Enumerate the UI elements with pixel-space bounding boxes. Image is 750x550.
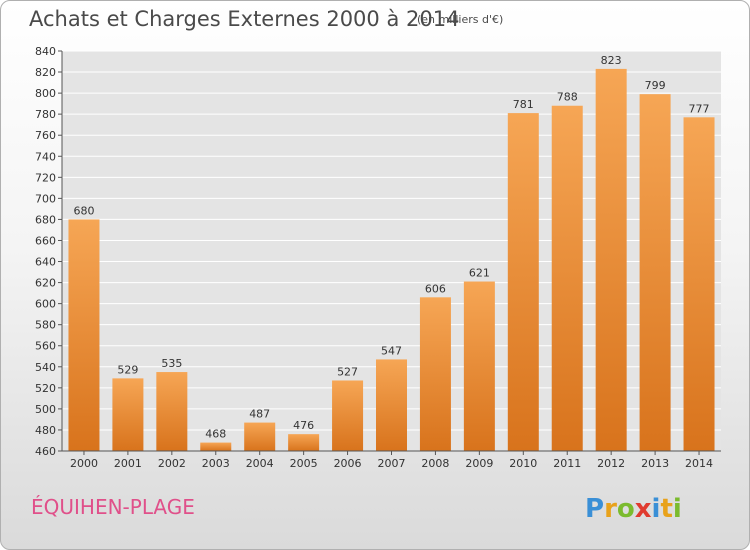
y-tick-label: 620 xyxy=(35,277,56,290)
y-tick-label: 740 xyxy=(35,150,56,163)
data-label: 535 xyxy=(161,357,182,370)
bar xyxy=(244,422,276,451)
x-tick-label: 2008 xyxy=(421,457,449,470)
bar xyxy=(156,372,188,451)
data-label: 547 xyxy=(381,344,402,357)
y-tick-label: 840 xyxy=(35,45,56,58)
data-label: 529 xyxy=(117,363,138,376)
bar xyxy=(595,68,627,451)
data-label: 606 xyxy=(425,282,446,295)
bar xyxy=(507,113,539,452)
bar xyxy=(419,297,451,451)
bar xyxy=(551,105,583,451)
x-tick-label: 2003 xyxy=(202,457,230,470)
data-label: 468 xyxy=(205,428,226,441)
data-label: 680 xyxy=(73,204,94,217)
x-tick-label: 2012 xyxy=(597,457,625,470)
x-axis: 2000 2001 2002 2003 2004 2005 2006 2007 2008 2009… xyxy=(62,450,721,470)
x-tick-label: 2009 xyxy=(465,457,493,470)
bar xyxy=(683,117,715,451)
x-tick-label: 2004 xyxy=(246,457,274,470)
x-tick-label: 2010 xyxy=(509,457,537,470)
data-label: 487 xyxy=(249,408,270,421)
data-label: 799 xyxy=(645,79,666,92)
x-tick-label: 2001 xyxy=(114,457,142,470)
y-tick-label: 660 xyxy=(35,234,56,247)
y-tick-label: 480 xyxy=(35,424,56,437)
y-tick-label: 800 xyxy=(35,87,56,100)
y-tick-label: 580 xyxy=(35,319,56,332)
data-label: 823 xyxy=(601,54,622,67)
bar xyxy=(463,281,495,451)
y-tick-label: 520 xyxy=(35,382,56,395)
y-tick-label: 500 xyxy=(35,403,56,416)
bar xyxy=(200,442,232,451)
data-label: 781 xyxy=(513,98,534,111)
y-tick-label: 560 xyxy=(35,340,56,353)
bar xyxy=(112,378,144,451)
y-tick-label: 540 xyxy=(35,361,56,374)
bar xyxy=(288,434,320,451)
proxiti-logo: Proxiti xyxy=(585,494,682,524)
y-tick-label: 780 xyxy=(35,108,56,121)
x-tick-label: 2002 xyxy=(158,457,186,470)
y-tick-label: 460 xyxy=(35,445,56,458)
x-tick-label: 2006 xyxy=(334,457,362,470)
chart-title: Achats et Charges Externes 2000 à 2014 xyxy=(29,7,460,31)
bars: 680 529 535 468 487 476 527 547 606 621 781 788 823 7… xyxy=(68,54,715,452)
data-label: 476 xyxy=(293,419,314,432)
y-tick-label: 820 xyxy=(35,66,56,79)
x-tick-label: 2005 xyxy=(290,457,318,470)
x-tick-label: 2000 xyxy=(70,457,98,470)
bar xyxy=(376,359,407,451)
data-label: 621 xyxy=(469,267,490,280)
town-name: ÉQUIHEN-PLAGE xyxy=(31,495,195,519)
y-tick-label: 720 xyxy=(35,171,56,184)
bar xyxy=(68,219,100,451)
x-tick-label: 2011 xyxy=(553,457,581,470)
bar xyxy=(332,380,364,451)
x-tick-label: 2014 xyxy=(685,457,713,470)
y-tick-label: 760 xyxy=(35,129,56,142)
chart-unit: (en milliers d'€) xyxy=(417,13,504,26)
y-tick-label: 600 xyxy=(35,298,56,311)
data-label: 527 xyxy=(337,365,358,378)
y-tick-label: 700 xyxy=(35,192,56,205)
y-tick-label: 640 xyxy=(35,256,56,269)
svg-text:Proxiti: Proxiti xyxy=(585,494,682,524)
bar xyxy=(639,94,671,451)
data-label: 788 xyxy=(557,91,578,104)
data-label: 777 xyxy=(689,102,710,115)
y-axis: 460 480 500 520 540 560 580 600 620 640 660 680 700 7… xyxy=(35,45,63,458)
y-tick-label: 680 xyxy=(35,213,56,226)
x-tick-label: 2007 xyxy=(378,457,406,470)
x-tick-label: 2013 xyxy=(641,457,669,470)
